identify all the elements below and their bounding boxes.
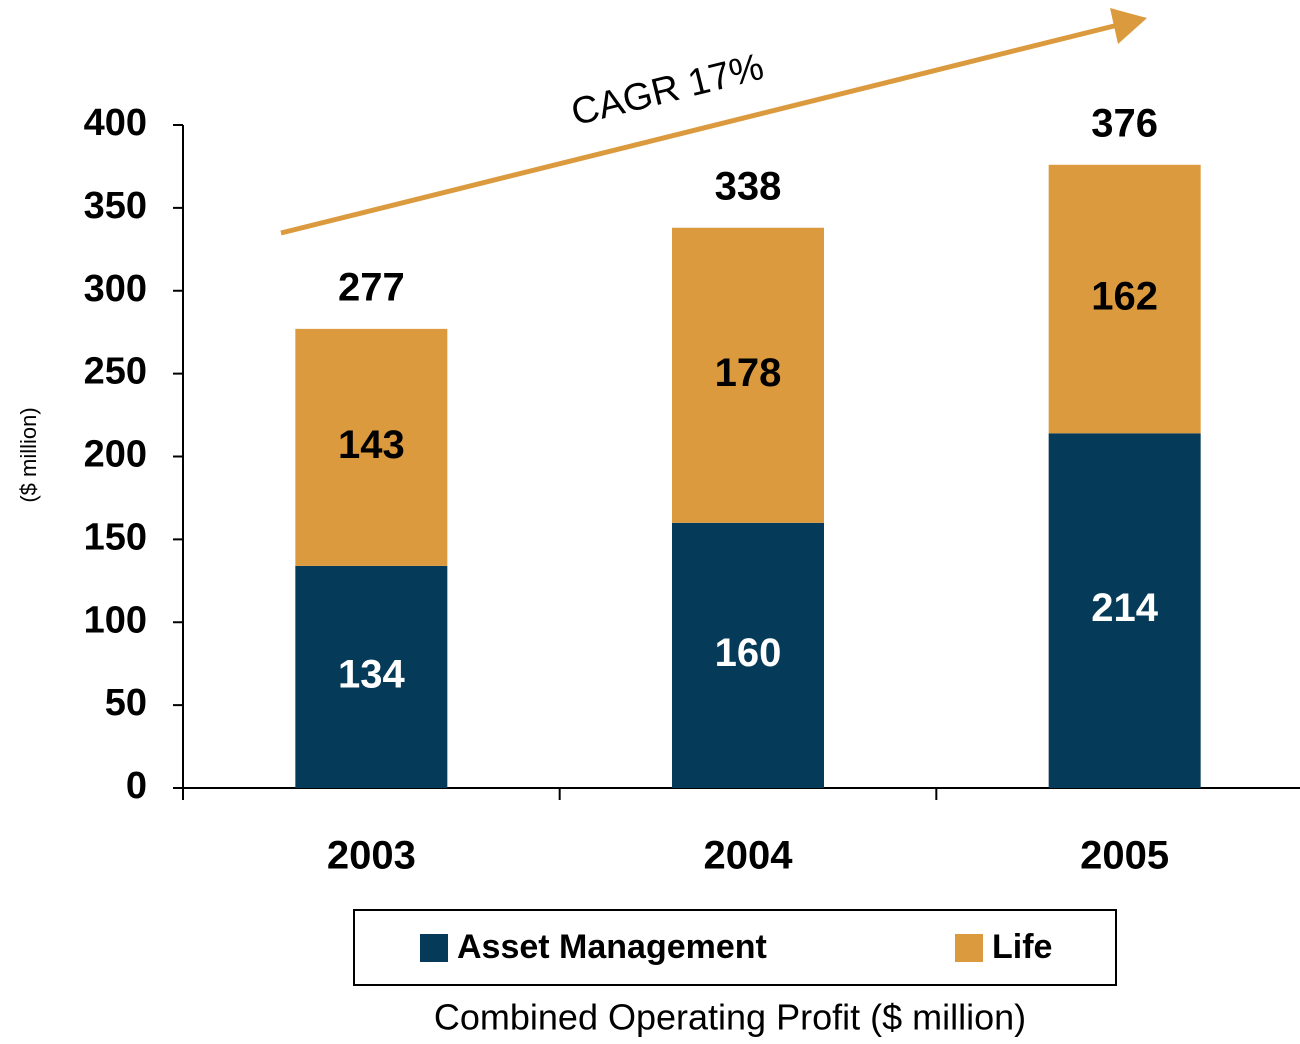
value-label: 134 — [338, 653, 405, 697]
y-tick-label: 250 — [84, 351, 147, 393]
total-label: 277 — [338, 265, 405, 309]
bar-segment — [1048, 164, 1201, 434]
total-label: 376 — [1091, 101, 1158, 145]
value-label: 178 — [715, 351, 782, 395]
value-label: 214 — [1091, 586, 1158, 630]
bar-segment — [1048, 433, 1201, 788]
arrow-head — [1110, 8, 1147, 44]
y-tick-label: 300 — [84, 268, 147, 310]
y-tick-label: 400 — [84, 102, 147, 144]
trend-arrow — [280, 22, 1119, 236]
y-tick-label: 350 — [84, 185, 147, 227]
bar-segment — [295, 565, 448, 788]
bar-segment — [295, 328, 448, 566]
legend-label: Asset Management — [457, 928, 767, 966]
legend-swatch — [420, 934, 448, 962]
y-tick-label: 100 — [84, 599, 147, 641]
chart-title: Combined Operating Profit ($ million) — [434, 997, 1026, 1038]
bar-segment — [672, 227, 824, 523]
bar-segment — [672, 522, 824, 788]
y-tick-label: 150 — [84, 516, 147, 558]
legend-label: Life — [992, 928, 1052, 966]
value-label: 160 — [715, 631, 782, 675]
y-tick-label: 200 — [84, 434, 147, 476]
value-label: 143 — [338, 423, 405, 467]
legend-swatch — [955, 934, 983, 962]
x-tick-label: 2005 — [1080, 834, 1169, 878]
x-tick-label: 2004 — [704, 834, 794, 878]
y-tick-label: 0 — [126, 765, 147, 807]
total-label: 338 — [715, 164, 782, 208]
value-label: 162 — [1091, 275, 1158, 319]
y-tick-label: 50 — [105, 682, 147, 724]
legend-box — [353, 909, 1117, 986]
x-tick-label: 2003 — [327, 834, 416, 878]
y-axis-label: ($ million) — [16, 407, 41, 502]
